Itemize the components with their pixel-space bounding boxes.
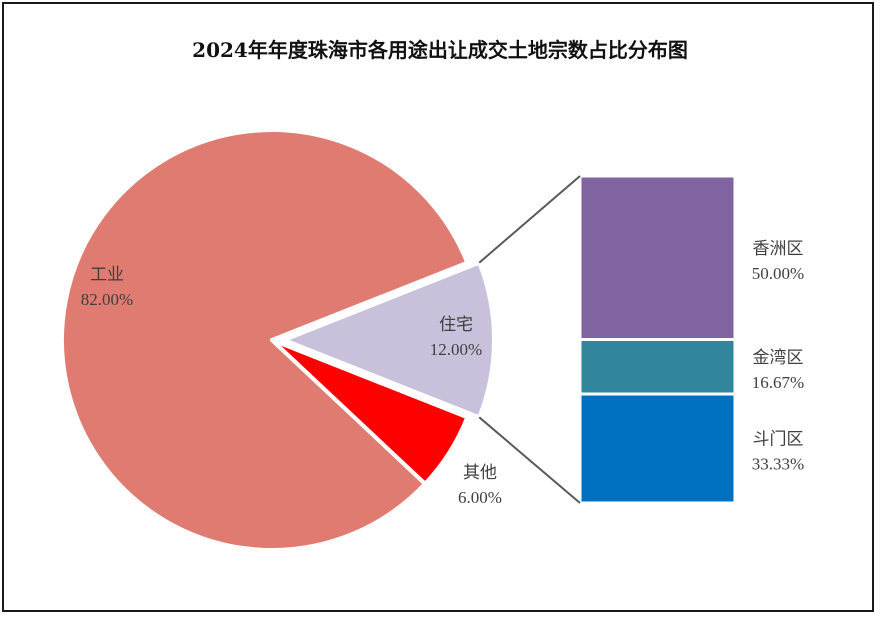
breakdown-label-name: 金湾区 [753, 348, 804, 367]
pie-slice-item-2 [270, 338, 470, 486]
chart-title: 2024年年度珠海市各用途出让成交土地宗数占比分布图 [192, 38, 688, 62]
pie-slice-item-1 [282, 260, 496, 420]
pie-layer [60, 128, 496, 552]
connector-line-bottom [478, 416, 581, 504]
pie-label-value: 6.00% [458, 488, 502, 507]
breakdown-segment-item-1 [578, 338, 737, 396]
breakdown-label-value: 33.33% [752, 455, 804, 474]
breakdown-label-value: 50.00% [752, 264, 804, 283]
breakdown-label-value: 16.67% [752, 373, 804, 392]
connector-layer [478, 175, 581, 504]
pie-label-name: 其他 [463, 463, 497, 482]
pie-label-value: 12.00% [430, 340, 482, 359]
pie-label-name: 工业 [90, 265, 124, 284]
pie-slice-item-0 [60, 128, 470, 552]
breakdown-bar-layer [578, 174, 737, 505]
breakdown-label-name: 斗门区 [753, 430, 804, 449]
connector-line-top [478, 175, 581, 264]
pie-label-name: 住宅 [439, 315, 473, 334]
breakdown-label-name: 香洲区 [753, 239, 804, 258]
breakdown-segment-item-2 [578, 392, 737, 505]
label-layer: 工业 82.00% 住宅 12.00% 其他 6.00% 香洲区 50.00% 金湾区 16.67… [81, 239, 804, 507]
breakdown-segment-item-0 [578, 174, 737, 341]
pie-label-value: 82.00% [81, 290, 133, 309]
